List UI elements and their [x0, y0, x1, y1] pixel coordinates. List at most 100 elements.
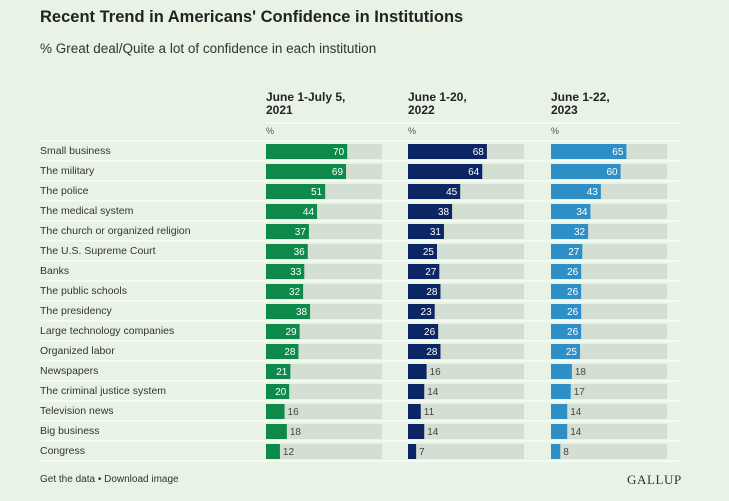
- bar[interactable]: [551, 224, 589, 239]
- data-label: 25: [566, 347, 578, 358]
- footer-links: Get the data • Download image: [40, 474, 179, 485]
- bar-track: [551, 384, 667, 399]
- bar[interactable]: [408, 284, 441, 299]
- bar[interactable]: [551, 324, 582, 339]
- bar[interactable]: [408, 204, 453, 219]
- category-label: Large technology companies: [40, 325, 174, 337]
- data-label: 18: [575, 367, 587, 378]
- bar[interactable]: [551, 184, 601, 199]
- bar[interactable]: [266, 164, 347, 179]
- bar[interactable]: [266, 284, 304, 299]
- data-label: 28: [426, 347, 438, 358]
- data-label: 14: [570, 427, 582, 438]
- bar[interactable]: [408, 444, 417, 459]
- bar[interactable]: [408, 344, 441, 359]
- data-label: 28: [284, 347, 296, 358]
- data-label: 29: [286, 327, 298, 338]
- data-label: 26: [424, 327, 436, 338]
- data-label: 51: [311, 187, 323, 198]
- data-label: 16: [430, 367, 442, 378]
- get-data-link[interactable]: Get the data: [40, 474, 96, 485]
- data-label: 44: [303, 207, 315, 218]
- bar[interactable]: [408, 424, 425, 439]
- data-label: 68: [473, 147, 485, 158]
- data-label: 28: [426, 287, 438, 298]
- data-label: 34: [576, 207, 588, 218]
- bar[interactable]: [408, 264, 440, 279]
- bar[interactable]: [551, 384, 571, 399]
- bar[interactable]: [551, 444, 561, 459]
- data-label: 8: [563, 447, 569, 458]
- bar[interactable]: [551, 284, 582, 299]
- bar[interactable]: [408, 244, 437, 259]
- series-header: June 1-22,: [551, 90, 610, 104]
- bar[interactable]: [551, 304, 582, 319]
- data-label: 27: [425, 267, 437, 278]
- data-label: 7: [419, 447, 425, 458]
- bar[interactable]: [266, 424, 287, 439]
- bar[interactable]: [266, 144, 348, 159]
- bar[interactable]: [408, 384, 425, 399]
- bar[interactable]: [551, 344, 580, 359]
- bar[interactable]: [551, 424, 568, 439]
- bar[interactable]: [266, 444, 280, 459]
- download-image-link[interactable]: Download image: [104, 474, 179, 485]
- bar[interactable]: [266, 384, 290, 399]
- bar[interactable]: [408, 224, 444, 239]
- bar[interactable]: [551, 144, 627, 159]
- bar[interactable]: [551, 164, 621, 179]
- data-label: 20: [275, 387, 287, 398]
- bar-track: [551, 364, 667, 379]
- data-label: 18: [290, 427, 302, 438]
- bar[interactable]: [266, 244, 308, 259]
- bar[interactable]: [266, 264, 305, 279]
- data-label: 38: [438, 207, 450, 218]
- category-label: Big business: [40, 425, 100, 437]
- bar[interactable]: [266, 304, 311, 319]
- category-label: The church or organized religion: [40, 225, 191, 237]
- data-label: 33: [290, 267, 302, 278]
- chart-subtitle: % Great deal/Quite a lot of confidence i…: [40, 41, 377, 56]
- data-label: 26: [567, 307, 579, 318]
- bar[interactable]: [408, 404, 421, 419]
- bar-track: [551, 404, 667, 419]
- category-label: The military: [40, 165, 95, 177]
- bar-track: [408, 304, 524, 319]
- bar[interactable]: [551, 264, 582, 279]
- bar[interactable]: [266, 404, 285, 419]
- category-label: The criminal justice system: [40, 385, 166, 397]
- bar-track: [408, 364, 524, 379]
- data-label: 65: [612, 147, 624, 158]
- category-label: The police: [40, 185, 89, 197]
- data-label: 37: [295, 227, 307, 238]
- bar[interactable]: [551, 204, 591, 219]
- data-label: 21: [276, 367, 288, 378]
- bar-track: [408, 384, 524, 399]
- bar[interactable]: [266, 204, 318, 219]
- data-label: 31: [430, 227, 442, 238]
- bar[interactable]: [408, 164, 483, 179]
- data-label: 14: [427, 427, 439, 438]
- bar[interactable]: [408, 364, 427, 379]
- bar[interactable]: [266, 364, 291, 379]
- chart-plot: Small business The military The police The …: [40, 90, 680, 462]
- bar[interactable]: [408, 324, 439, 339]
- bar-track: [551, 424, 667, 439]
- bar[interactable]: [551, 404, 568, 419]
- bar[interactable]: [551, 364, 572, 379]
- bar[interactable]: [266, 324, 300, 339]
- data-label: 27: [568, 247, 580, 258]
- category-label: Organized labor: [40, 345, 115, 357]
- bar[interactable]: [266, 224, 309, 239]
- bar[interactable]: [408, 304, 435, 319]
- bar[interactable]: [408, 184, 461, 199]
- series-header: June 1-July 5,: [266, 90, 345, 104]
- bar[interactable]: [408, 144, 487, 159]
- bar[interactable]: [266, 184, 326, 199]
- bar[interactable]: [266, 344, 299, 359]
- data-label: 32: [574, 227, 586, 238]
- bar-track: [266, 444, 382, 459]
- bar[interactable]: [551, 244, 583, 259]
- series-header: June 1-20,: [408, 90, 467, 104]
- data-label: 36: [294, 247, 306, 258]
